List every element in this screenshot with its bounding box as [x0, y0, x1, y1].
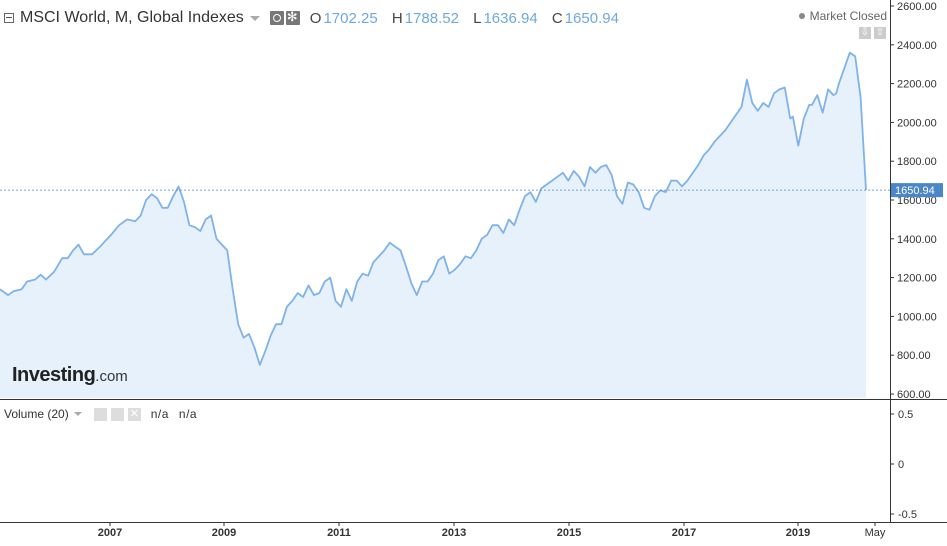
- upload-icon[interactable]: ⇧: [874, 27, 886, 39]
- y-tick-label: 2000.00: [897, 117, 937, 129]
- y-tick-label: 2600.00: [897, 1, 937, 13]
- ohlc-values: O 1702.25 H 1788.52 L 1636.94 C 1650.94: [310, 10, 629, 27]
- x-tick-label: 2017: [672, 527, 696, 539]
- volume-eye-icon[interactable]: [93, 407, 107, 421]
- volume-tick-label: 0.5: [898, 409, 913, 421]
- y-tick-label: 800.00: [897, 350, 931, 362]
- volume-tick-label: -0.5: [898, 509, 917, 521]
- y-tick-label: 1400.00: [897, 234, 937, 246]
- download-icon[interactable]: ⇩: [859, 27, 871, 39]
- series-line: [0, 51, 867, 366]
- high-value: 1788.52: [404, 9, 459, 27]
- y-tick-label: 600.00: [897, 389, 931, 401]
- volume-value-2: n/a: [178, 407, 198, 421]
- x-tick-label: 2019: [786, 527, 810, 539]
- y-tick-label: 2400.00: [897, 40, 937, 52]
- market-status-text: Market Closed: [809, 9, 887, 23]
- close-label: C: [551, 9, 563, 27]
- high-label: H: [391, 9, 403, 27]
- close-value: 1650.94: [564, 9, 619, 27]
- market-status: Market Closed: [798, 9, 887, 23]
- y-tick-label: 1200.00: [897, 273, 937, 285]
- current-price-label: 1650.94: [895, 185, 935, 197]
- open-value: 1702.25: [323, 9, 378, 27]
- volume-header: Volume (20) n/a n/a: [4, 407, 198, 422]
- x-tick-label: 2015: [557, 527, 581, 539]
- open-label: O: [309, 9, 322, 27]
- volume-close-icon[interactable]: [127, 407, 141, 421]
- volume-chevron-down-icon[interactable]: [73, 412, 82, 416]
- download-icons: ⇩ ⇧: [859, 27, 886, 39]
- x-tick-label: 2009: [212, 527, 236, 539]
- volume-gear-icon[interactable]: [110, 407, 124, 421]
- y-tick-label: 1600.00: [897, 195, 937, 207]
- volume-label: Volume (20): [4, 407, 69, 421]
- logo-suffix: .com: [95, 368, 128, 385]
- y-tick-label: 1000.00: [897, 311, 937, 323]
- current-price-tag: [891, 183, 943, 198]
- x-tick-label: 2013: [442, 527, 466, 539]
- investing-logo: Investing.com: [12, 364, 128, 387]
- gear-icon[interactable]: [285, 9, 300, 25]
- y-tick-label: 1800.00: [897, 156, 937, 168]
- status-dot-icon: [798, 13, 805, 19]
- series-layer: [0, 51, 890, 398]
- series-area-fill: [0, 52, 866, 398]
- eye-icon[interactable]: [269, 11, 284, 25]
- y-tick-label: 2200.00: [897, 79, 937, 91]
- chevron-down-icon[interactable]: [249, 15, 260, 21]
- chart-title: MSCI World, M, Global Indexes: [20, 9, 244, 26]
- logo-main: Investing: [12, 364, 96, 386]
- collapse-icon[interactable]: [4, 13, 14, 23]
- low-label: L: [473, 9, 482, 27]
- x-tick-label: May: [865, 527, 886, 539]
- x-tick-label: 2011: [327, 527, 351, 539]
- volume-tick-label: 0: [898, 459, 904, 471]
- volume-value-1: n/a: [150, 407, 169, 421]
- low-value: 1636.94: [483, 9, 538, 27]
- x-tick-label: 2007: [98, 527, 122, 539]
